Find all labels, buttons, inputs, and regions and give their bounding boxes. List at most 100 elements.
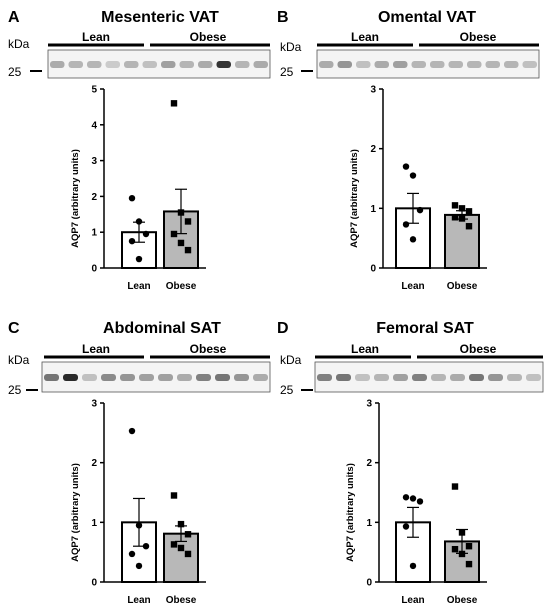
western-blot bbox=[47, 49, 271, 79]
y-tick-label: 2 bbox=[370, 144, 376, 155]
panel-c: C Abdominal SAT kDa 25 Lean Obese 0 1 2 3 AQ… bbox=[0, 306, 275, 612]
data-point bbox=[177, 520, 185, 528]
western-blot bbox=[41, 361, 271, 393]
blot-group-lean: Lean bbox=[351, 30, 379, 44]
mw-marker-label: 25 bbox=[8, 65, 22, 79]
data-point bbox=[458, 215, 466, 222]
x-category-label: Obese bbox=[166, 595, 197, 606]
data-point bbox=[128, 550, 136, 558]
panel-c-svg: C Abdominal SAT kDa 25 Lean Obese 0 1 2 3 AQ… bbox=[8, 320, 271, 606]
data-point bbox=[451, 202, 459, 209]
blot-group-obese: Obese bbox=[460, 30, 497, 44]
data-point bbox=[451, 483, 459, 490]
blot-band bbox=[319, 61, 334, 68]
blot-band bbox=[196, 374, 211, 381]
blot-background bbox=[314, 361, 544, 393]
y-tick-label: 4 bbox=[91, 120, 97, 131]
data-point bbox=[458, 529, 466, 536]
blot-background bbox=[41, 361, 271, 393]
blot-band bbox=[526, 374, 541, 381]
blot-band bbox=[87, 61, 102, 68]
blot-group-lean: Lean bbox=[351, 342, 379, 356]
blot-band bbox=[393, 61, 408, 68]
blot-band bbox=[50, 61, 65, 68]
blot-band bbox=[488, 374, 503, 381]
blot-band bbox=[177, 374, 192, 381]
y-tick-label: 0 bbox=[91, 264, 97, 275]
x-category-label: Obese bbox=[447, 281, 478, 292]
blot-group-obese: Obese bbox=[460, 342, 497, 356]
data-point bbox=[458, 205, 466, 212]
panel-label: C bbox=[8, 320, 20, 337]
data-point bbox=[184, 218, 192, 225]
y-axis-label: AQP7 (arbitrary units) bbox=[349, 149, 360, 248]
y-axis-label: AQP7 (arbitrary units) bbox=[70, 463, 81, 562]
x-category-label: Lean bbox=[401, 595, 424, 606]
y-tick-label: 1 bbox=[370, 204, 376, 215]
blot-band bbox=[522, 61, 537, 68]
y-tick-label: 0 bbox=[91, 578, 97, 589]
mw-marker-label: 25 bbox=[8, 383, 22, 397]
panel-title: Femoral SAT bbox=[376, 320, 474, 337]
blot-band bbox=[198, 61, 213, 68]
panel-a: A Mesenteric VAT kDa 25 Lean Obese 0 1 2 3 4… bbox=[0, 0, 275, 306]
western-blot bbox=[316, 49, 540, 79]
data-point bbox=[142, 230, 150, 238]
western-blot bbox=[314, 361, 544, 393]
kda-label: kDa bbox=[8, 37, 30, 51]
blot-band bbox=[469, 374, 484, 381]
panel-d: D Femoral SAT kDa 25 Lean Obese 0 1 2 3 AQP7… bbox=[275, 306, 550, 612]
data-point bbox=[409, 172, 417, 179]
y-tick-label: 3 bbox=[366, 399, 372, 410]
blot-group-lean: Lean bbox=[82, 30, 110, 44]
y-tick-label: 3 bbox=[91, 156, 97, 167]
blot-band bbox=[235, 61, 250, 68]
data-point bbox=[184, 246, 192, 254]
data-point bbox=[465, 208, 473, 215]
data-point bbox=[402, 163, 410, 170]
data-point bbox=[409, 562, 417, 570]
x-category-label: Lean bbox=[127, 595, 150, 606]
blot-band bbox=[317, 374, 332, 381]
kda-label: kDa bbox=[8, 353, 30, 367]
panel-label: D bbox=[277, 320, 289, 337]
blot-band bbox=[44, 374, 59, 381]
blot-band bbox=[120, 374, 135, 381]
y-axis-label: AQP7 (arbitrary units) bbox=[345, 463, 356, 562]
blot-band bbox=[412, 374, 427, 381]
mw-marker-label: 25 bbox=[280, 65, 294, 79]
blot-band bbox=[101, 374, 116, 381]
blot-group-lean: Lean bbox=[82, 342, 110, 356]
blot-band bbox=[179, 61, 194, 68]
y-tick-label: 0 bbox=[370, 264, 376, 275]
data-point bbox=[465, 223, 473, 230]
blot-band bbox=[337, 61, 352, 68]
data-point bbox=[170, 541, 178, 548]
y-axis-label: AQP7 (arbitrary units) bbox=[70, 149, 81, 248]
blot-band bbox=[63, 374, 78, 381]
blot-band bbox=[124, 61, 139, 68]
y-tick-label: 5 bbox=[91, 85, 97, 96]
blot-background bbox=[47, 49, 271, 79]
data-point bbox=[416, 206, 424, 214]
blot-band bbox=[507, 374, 522, 381]
bar-plot: 0 1 2 3 AQP7 (arbitrary units) Lean Obese bbox=[349, 85, 487, 292]
data-point bbox=[451, 545, 459, 553]
panel-a-svg: A Mesenteric VAT kDa 25 Lean Obese 0 1 2 3 4… bbox=[8, 9, 271, 292]
bar-plot: 0 1 2 3 AQP7 (arbitrary units) Lean Obese bbox=[345, 399, 487, 606]
blot-group-obese: Obese bbox=[190, 342, 227, 356]
data-point bbox=[409, 495, 417, 502]
y-tick-label: 0 bbox=[366, 578, 372, 589]
panel-title: Abdominal SAT bbox=[103, 320, 221, 337]
y-tick-label: 2 bbox=[366, 458, 372, 469]
x-category-label: Obese bbox=[447, 595, 478, 606]
blot-band bbox=[411, 61, 426, 68]
data-point bbox=[402, 523, 410, 530]
data-point bbox=[451, 214, 459, 221]
panel-label: A bbox=[8, 9, 20, 26]
blot-band bbox=[158, 374, 173, 381]
x-category-label: Obese bbox=[166, 281, 197, 292]
blot-band bbox=[139, 374, 154, 381]
data-point bbox=[128, 427, 136, 435]
data-point bbox=[128, 194, 136, 202]
